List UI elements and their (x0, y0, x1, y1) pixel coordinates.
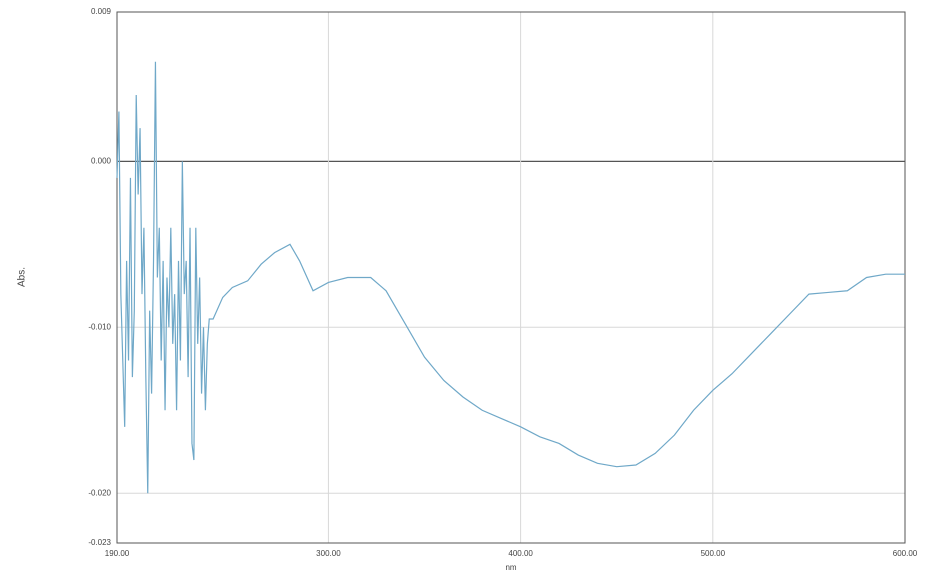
y-tick-label: -0.020 (88, 488, 111, 497)
x-axis-label: nm (505, 563, 516, 572)
data-line (116, 61, 905, 494)
y-tick-label: 0.009 (91, 7, 112, 16)
y-tick-label: -0.010 (88, 322, 111, 331)
y-axis-label: Abs. (17, 267, 28, 287)
y-tick-label: 0.000 (91, 156, 112, 165)
x-tick-label: 500.00 (701, 549, 726, 558)
x-tick-label: 600.00 (893, 549, 918, 558)
x-tick-label: 190.00 (105, 549, 130, 558)
plot-frame (116, 11, 906, 544)
x-tick-label: 300.00 (316, 549, 341, 558)
x-tick-label: 400.00 (508, 549, 533, 558)
y-tick-label: -0.023 (88, 538, 111, 547)
